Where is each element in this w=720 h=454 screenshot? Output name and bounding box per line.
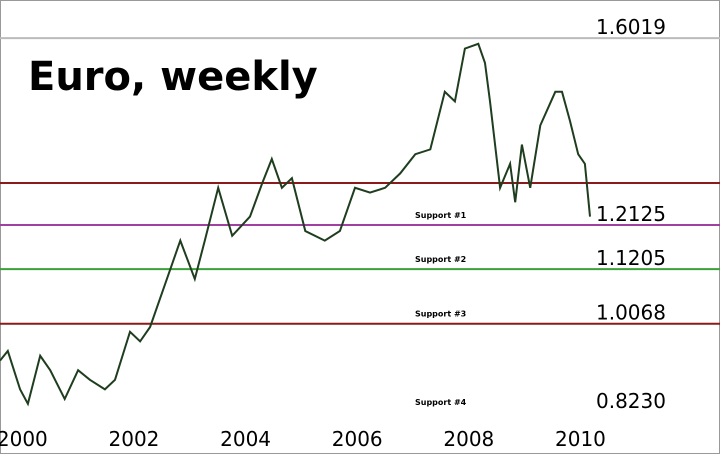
level-label: 1.2125 (596, 202, 666, 226)
price-line (0, 42, 591, 407)
x-tick-label: 2004 (220, 427, 271, 451)
level-label: 1.1205 (596, 246, 666, 270)
level-label: 0.8230 (596, 389, 666, 413)
x-tick-label: 2008 (443, 427, 494, 451)
x-tick-label: 2002 (109, 427, 160, 451)
level-label: 1.6019 (596, 15, 666, 39)
support-label: Support #4 (415, 398, 467, 407)
support-label: Support #2 (415, 255, 466, 264)
x-tick-label: 2006 (332, 427, 383, 451)
chart-title: Euro, weekly (28, 54, 318, 100)
support-label: Support #1 (415, 211, 467, 220)
x-tick-label: 2010 (555, 427, 606, 451)
level-label: 1.0068 (596, 301, 666, 325)
support-label: Support #3 (415, 310, 466, 319)
x-tick-label: 2000 (0, 427, 48, 451)
